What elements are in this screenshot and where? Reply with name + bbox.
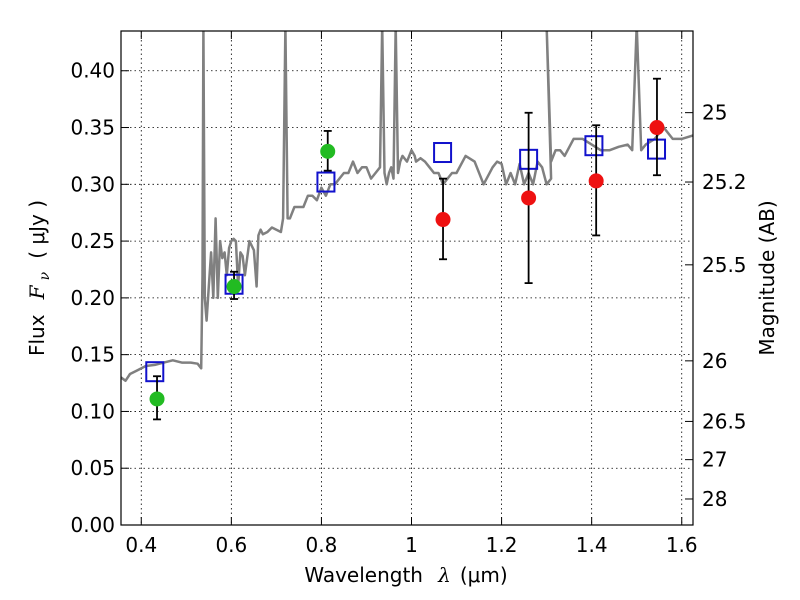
- y2-tick-label: 26.5: [702, 409, 747, 433]
- y-tick-label: 0.35: [70, 116, 115, 140]
- y-tick-label: 0.25: [70, 229, 115, 253]
- template-spectrum-line: [121, 31, 693, 383]
- y-tick-label: 0.20: [70, 286, 115, 310]
- model-photometry-square: [433, 142, 453, 164]
- y2-tick-label: 27: [702, 448, 727, 472]
- x-tick-label: 1.2: [486, 533, 518, 557]
- model-photometry-square: [145, 361, 165, 383]
- plot-background: [121, 31, 693, 525]
- observed-flux-point: [226, 279, 242, 295]
- observed-flux-point: [149, 391, 165, 407]
- y-tick-label: 0.15: [70, 343, 115, 367]
- x-tick-label: 1: [405, 533, 418, 557]
- y2-axis-label: Magnitude (AB): [755, 200, 779, 355]
- y-tick-label: 0.40: [70, 59, 115, 83]
- photometry-points: [145, 77, 667, 421]
- x-tick-label: 1.6: [666, 533, 698, 557]
- observed-flux-point: [521, 190, 537, 206]
- y2-tick-label: 25: [702, 101, 727, 125]
- template-spectrum: [121, 31, 693, 383]
- x-tick-label: 0.6: [215, 533, 247, 557]
- y2-tick-label: 28: [702, 487, 727, 511]
- observed-flux-point: [649, 120, 665, 136]
- y-tick-label: 0.00: [70, 513, 115, 537]
- x-axis-label: Wavelength λ (μm): [304, 563, 507, 587]
- plot-frame: [120, 30, 694, 526]
- observed-flux-point: [320, 143, 336, 159]
- observed-flux-point: [435, 212, 451, 228]
- y2-tick-label: 25.2: [702, 170, 747, 194]
- model-photometry-square: [316, 171, 336, 193]
- x-tick-label: 0.4: [125, 533, 157, 557]
- y-tick-label: 0.10: [70, 399, 115, 423]
- model-photometry-square: [584, 135, 604, 157]
- y-tick-label: 0.30: [70, 172, 115, 196]
- observed-flux-point: [588, 173, 604, 189]
- x-tick-label: 0.8: [306, 533, 338, 557]
- y-axis-label: Flux F ν ( μJy ): [25, 200, 53, 356]
- y2-tick-label: 25.5: [702, 253, 747, 277]
- axis-ticks: 0.4 0.6 0.8 1 1.2 1.4 1.6 0.00 0.05 0.10 0.15 0.20 0…: [70, 31, 747, 557]
- y-tick-label: 0.05: [70, 456, 115, 480]
- y2-tick-label: 26: [702, 349, 727, 373]
- x-tick-label: 1.4: [576, 533, 608, 557]
